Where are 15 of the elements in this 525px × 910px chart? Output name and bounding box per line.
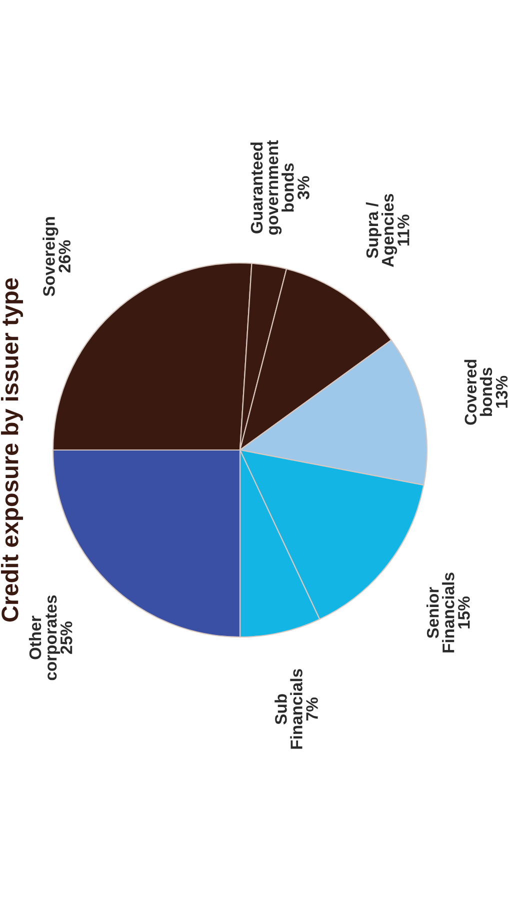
data-label: 25% bbox=[60, 622, 72, 654]
data-label: 11% bbox=[398, 214, 410, 246]
data-label: 7% bbox=[306, 698, 318, 720]
text: Credit exposure by issuer type bbox=[0, 278, 24, 622]
slice-label: Supra / Agencies bbox=[366, 194, 398, 268]
data-label: 3% bbox=[298, 176, 310, 200]
slice-label: Other corporates bbox=[28, 595, 60, 680]
data-label: 15% bbox=[458, 596, 470, 628]
slice-label: Sub Financials bbox=[274, 669, 302, 749]
slice-label: Sovereign bbox=[42, 217, 58, 296]
data-label: 26% bbox=[58, 240, 71, 273]
slice-label: Senior Financials bbox=[426, 572, 454, 652]
data-label: 13% bbox=[496, 376, 508, 408]
slice-label: Covered bonds bbox=[464, 360, 492, 425]
slice-label: Guaranteed government bonds bbox=[250, 140, 294, 235]
